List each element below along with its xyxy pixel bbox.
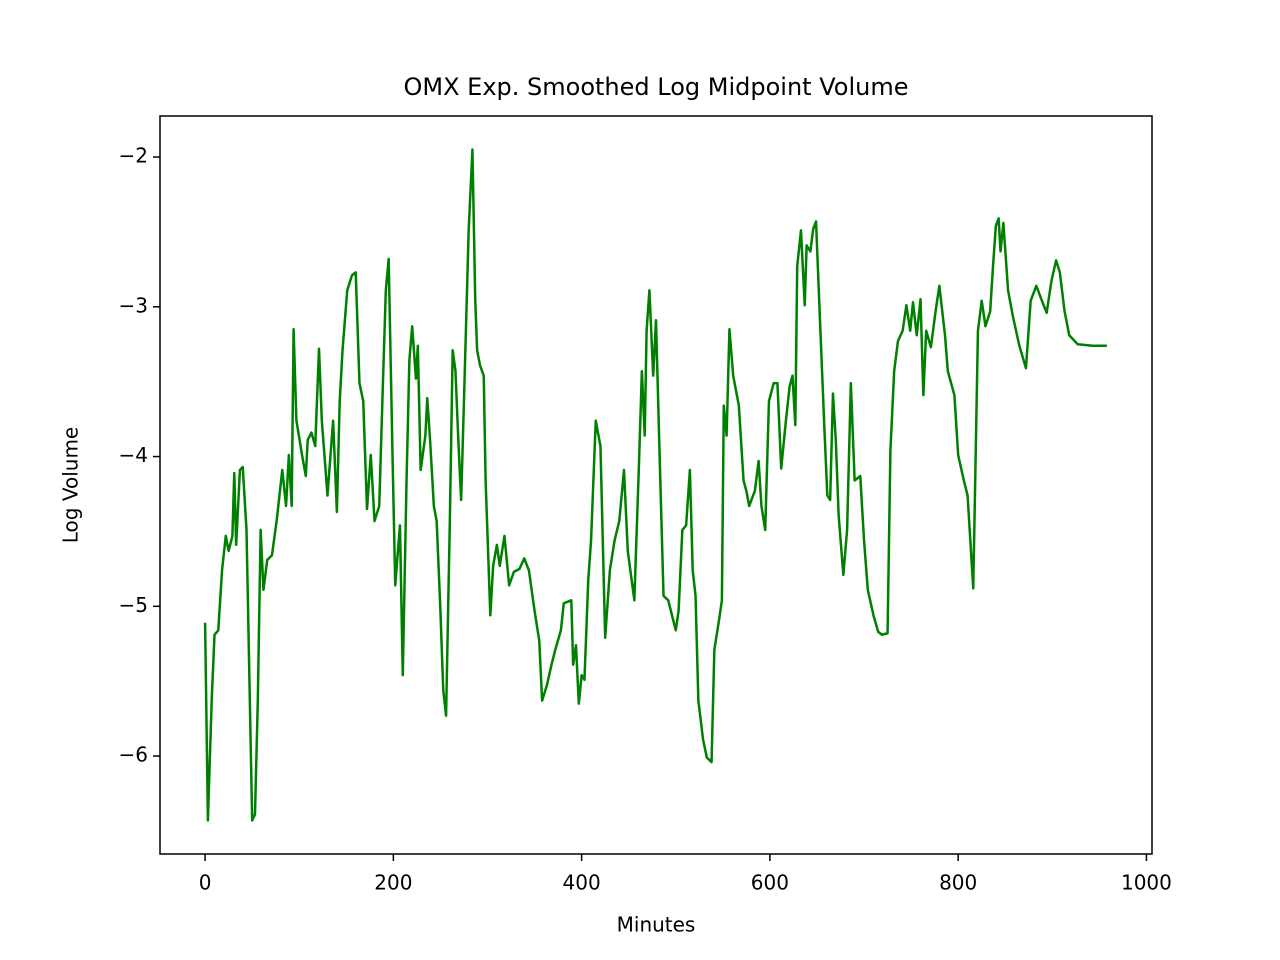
chart-title: OMX Exp. Smoothed Log Midpoint Volume [404, 73, 909, 101]
line-series [203, 148, 1107, 822]
plot-frame [159, 115, 1153, 855]
x-tick-label: 200 [374, 871, 412, 895]
y-tick-label: −4 [119, 443, 148, 467]
x-tick-label: 400 [563, 871, 601, 895]
y-tick-label: −2 [119, 144, 148, 168]
y-tick-label: −5 [119, 593, 148, 617]
x-tick-label: 1000 [1121, 871, 1172, 895]
x-tick-label: 600 [751, 871, 789, 895]
y-tick-label: −3 [119, 293, 148, 317]
y-axis-label: Log Volume [59, 427, 83, 543]
x-axis-label: Minutes [617, 913, 696, 937]
x-tick-label: 800 [939, 871, 977, 895]
y-tick-label: −6 [119, 743, 148, 767]
x-tick-label: 0 [199, 871, 212, 895]
